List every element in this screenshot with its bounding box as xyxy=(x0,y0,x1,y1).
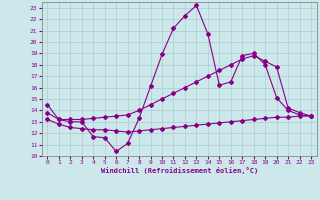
X-axis label: Windchill (Refroidissement éolien,°C): Windchill (Refroidissement éolien,°C) xyxy=(100,167,258,174)
